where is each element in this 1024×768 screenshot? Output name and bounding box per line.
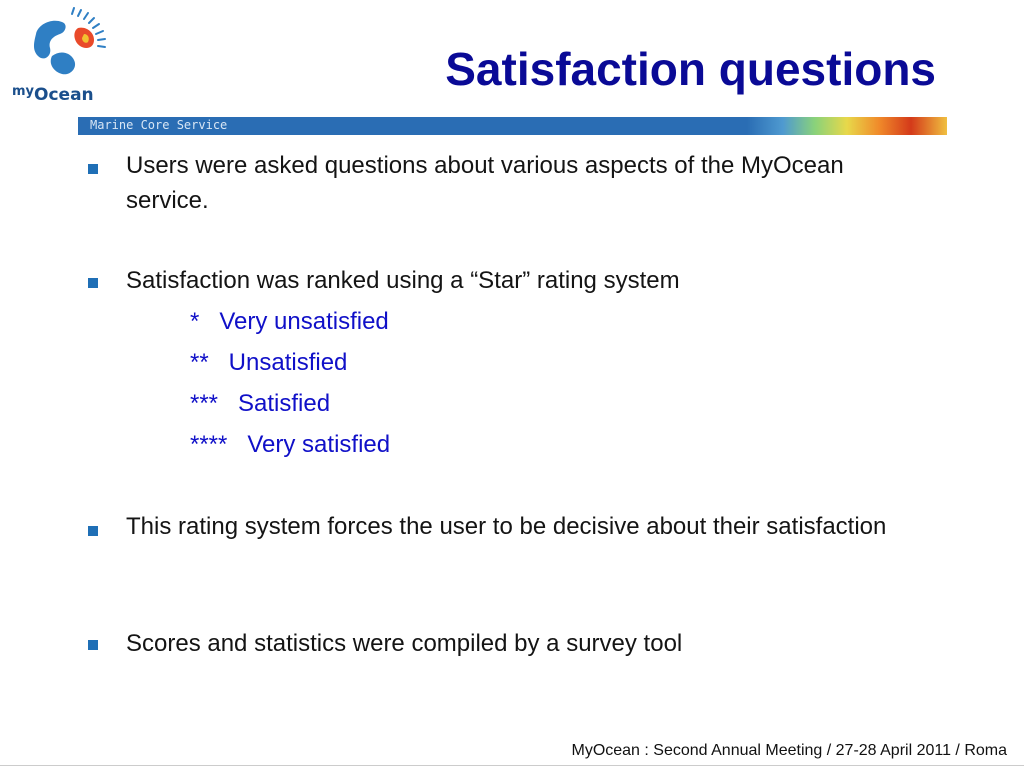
footer-text: MyOcean : Second Annual Meeting / 27-28 …	[571, 742, 1007, 759]
logo-wordmark: myOcean	[12, 84, 94, 105]
myocean-logo	[8, 4, 118, 114]
bullet-text: This rating system forces the user to be…	[126, 513, 887, 540]
rating-item: **** Very satisfied	[190, 431, 391, 458]
header-banner: Marine Core Service	[78, 117, 947, 135]
logo-name: Ocean	[34, 85, 94, 105]
footer-divider	[0, 765, 1024, 766]
bullet-marker	[88, 526, 98, 536]
bullet-marker	[88, 164, 98, 174]
logo-prefix: my	[12, 84, 35, 99]
bullet-text: Satisfaction was ranked using a “Star” r…	[126, 267, 680, 294]
ocean-map-strip	[747, 117, 947, 135]
bullet-marker	[88, 278, 98, 288]
bullet-text: Users were asked questions about various…	[126, 152, 844, 214]
rating-item: * Very unsatisfied	[190, 308, 389, 335]
rating-item: ** Unsatisfied	[190, 349, 348, 376]
rating-item: *** Satisfied	[190, 390, 331, 417]
bullet-text: Scores and statistics were compiled by a…	[126, 630, 683, 657]
slide-title: Satisfaction questions	[445, 43, 936, 95]
bullet-marker	[88, 640, 98, 650]
banner-text: Marine Core Service	[90, 118, 228, 132]
globe-logo-icon	[34, 7, 106, 75]
